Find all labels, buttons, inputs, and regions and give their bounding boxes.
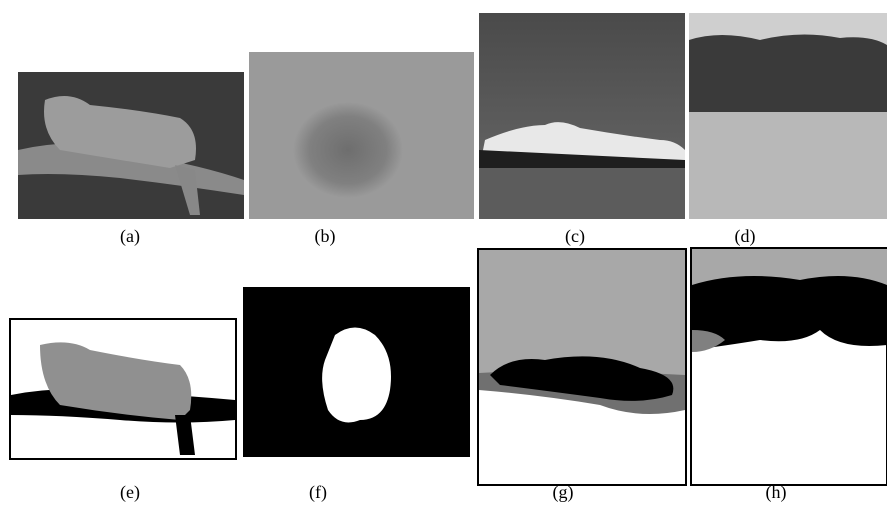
panel-label: (d) [735, 226, 756, 247]
panel-label: (f) [309, 482, 327, 503]
panel-label: (h) [766, 482, 787, 503]
photo-a [18, 72, 244, 219]
panel-label: (c) [565, 226, 585, 247]
segmentation-f [243, 287, 470, 457]
segmentation-h [691, 248, 887, 485]
panel-label: (e) [120, 482, 140, 503]
panel-label: (b) [315, 226, 336, 247]
photo-b [249, 52, 474, 219]
segmentation-g [478, 249, 686, 485]
panel-label: (a) [120, 226, 140, 247]
segmentation-e [10, 319, 236, 459]
panel-label: (g) [553, 482, 574, 503]
figure: (a) (b) (c) (d) (e) (f) (g) (h) [0, 0, 887, 510]
photo-d [689, 13, 887, 219]
photo-c [479, 13, 685, 219]
